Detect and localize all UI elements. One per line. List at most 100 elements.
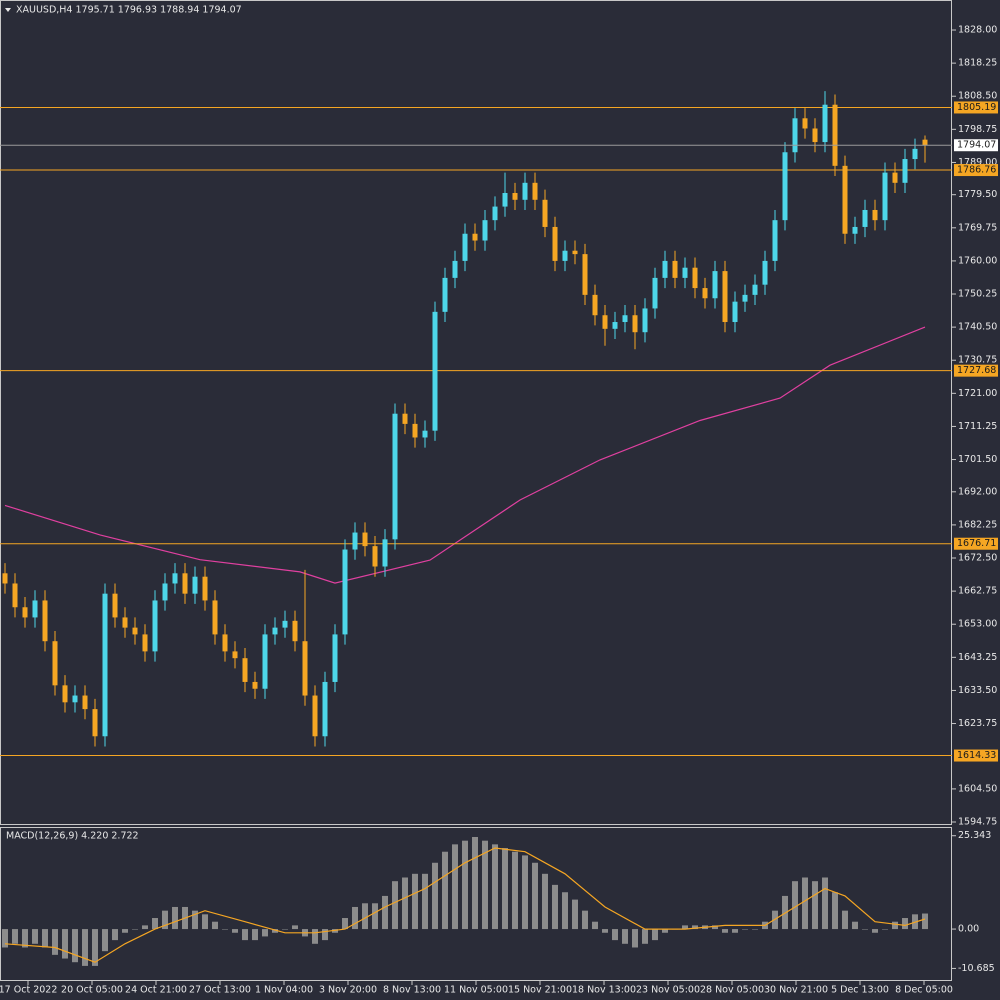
macd-bar	[232, 929, 238, 933]
candle-body	[922, 139, 928, 146]
y-tick-label: 1662.75	[958, 586, 997, 597]
candle-body	[282, 620, 288, 628]
level-tag	[954, 749, 998, 762]
candle-body	[752, 284, 758, 295]
candle-body	[502, 192, 508, 207]
candle-body	[152, 600, 158, 652]
macd-signal	[4, 847, 926, 963]
level-label: 1727.68	[957, 365, 996, 376]
y-tick-label: 1721.00	[958, 388, 997, 399]
candle-body	[462, 233, 468, 261]
chart-header: XAUUSD,H4 1795.71 1796.93 1788.94 1794.0…	[16, 5, 242, 16]
candle-body	[2, 573, 8, 584]
macd-bar	[382, 895, 388, 930]
x-tick-label: 23 Nov 05:00	[636, 985, 700, 996]
macd-bar	[202, 914, 208, 930]
macd-bar	[412, 873, 418, 930]
macd-bar	[462, 840, 468, 930]
candle-body	[112, 593, 118, 618]
y-tick-label: 1701.50	[958, 454, 997, 465]
y-tick-label: 1828.00	[958, 25, 997, 36]
macd-bar	[522, 855, 528, 930]
candle-body	[182, 573, 188, 594]
macd-bar	[892, 921, 898, 930]
candle-body	[72, 695, 78, 703]
macd-bar	[192, 910, 198, 930]
candle-body	[712, 271, 718, 299]
macd-bar	[612, 929, 618, 941]
candle-body	[292, 620, 298, 642]
candle-body	[732, 301, 738, 323]
macd-bar	[662, 929, 668, 933]
macd-bar	[682, 925, 688, 930]
candle-body	[252, 681, 258, 689]
macd-bar	[482, 840, 488, 930]
candle-body	[22, 607, 28, 618]
candle-body	[532, 182, 538, 200]
macd-bar	[872, 929, 878, 933]
candle-body	[132, 627, 138, 635]
macd-bar	[512, 851, 518, 930]
macd-bar	[82, 929, 88, 966]
macd-bar	[212, 921, 218, 930]
macd-bar	[822, 877, 828, 930]
candle-body	[812, 128, 818, 143]
y-tick-label: 1750.25	[958, 289, 997, 300]
y-tick-label: 1808.50	[958, 91, 997, 102]
x-tick-label: 8 Dec 05:00	[895, 985, 953, 996]
candle-body	[772, 220, 778, 261]
y-tick-label: 1692.00	[958, 486, 997, 497]
candle-body	[162, 583, 168, 601]
macd-bar	[422, 873, 428, 930]
y-tick-label: 1643.25	[958, 652, 997, 663]
candle-body	[702, 288, 708, 299]
y-tick-label: 1789.00	[958, 157, 997, 168]
macd-bar	[72, 929, 78, 963]
y-tick-label: 1769.75	[958, 222, 997, 233]
y-tick-label: 1633.50	[958, 685, 997, 696]
candle-body	[422, 430, 428, 438]
macd-bar	[42, 929, 48, 948]
macd-bar	[402, 877, 408, 930]
macd-bar	[432, 862, 438, 930]
candle-body	[722, 271, 728, 323]
candle-body	[312, 695, 318, 737]
macd-bar	[722, 929, 728, 933]
macd-bar	[102, 929, 108, 952]
macd-bar	[142, 925, 148, 930]
level-tag	[954, 164, 998, 177]
candle-body	[322, 681, 328, 737]
macd-bar	[852, 921, 858, 930]
macd-bar	[242, 929, 248, 941]
y-tick-label: 1604.50	[958, 783, 997, 794]
macd-bar	[272, 929, 278, 933]
macd-bar	[792, 881, 798, 930]
candle-body	[902, 159, 908, 183]
macd-bar	[732, 929, 738, 933]
macd-bar	[372, 903, 378, 930]
macd-bar	[442, 851, 448, 930]
y-tick-label: 1653.00	[958, 619, 997, 630]
x-tick-label: 11 Nov 05:00	[444, 985, 508, 996]
candle-body	[912, 148, 918, 160]
level-label: 1676.71	[957, 538, 996, 549]
candle-body	[642, 308, 648, 333]
candle-body	[512, 192, 518, 200]
macd-bar	[922, 913, 928, 930]
x-tick-label: 24 Oct 21:00	[125, 985, 187, 996]
current-price-tag	[954, 139, 998, 152]
candle-body	[382, 539, 388, 567]
macd-bar	[452, 844, 458, 930]
macd-bar	[132, 929, 138, 930]
macd-bar	[322, 929, 328, 941]
macd-bar	[292, 925, 298, 930]
candle-body	[212, 600, 218, 635]
x-tick-label: 3 Nov 20:00	[319, 985, 377, 996]
macd-bar	[172, 906, 178, 930]
candle-body	[882, 172, 888, 221]
x-tick-label: 27 Oct 13:00	[189, 985, 251, 996]
candle-body	[392, 413, 398, 540]
y-tick-label: 1672.50	[958, 553, 997, 564]
candle-body	[852, 226, 858, 234]
